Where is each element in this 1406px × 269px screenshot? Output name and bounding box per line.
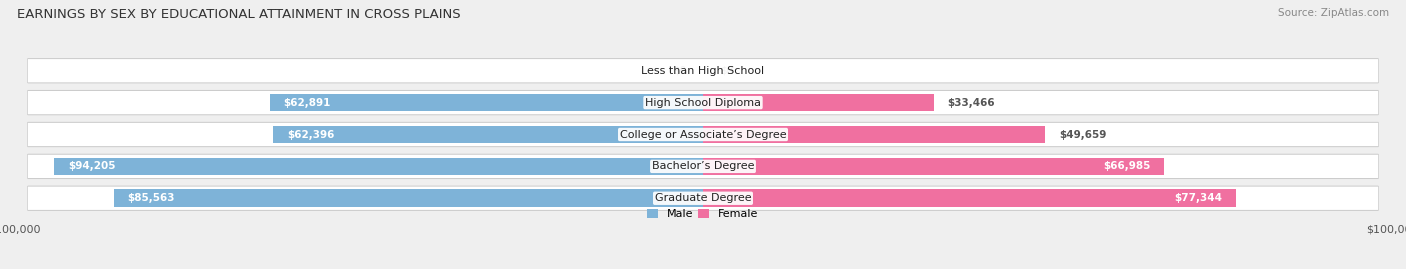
FancyBboxPatch shape xyxy=(28,59,1378,82)
Text: $85,563: $85,563 xyxy=(128,193,174,203)
FancyBboxPatch shape xyxy=(28,154,1378,178)
Text: EARNINGS BY SEX BY EDUCATIONAL ATTAINMENT IN CROSS PLAINS: EARNINGS BY SEX BY EDUCATIONAL ATTAINMEN… xyxy=(17,8,461,21)
FancyBboxPatch shape xyxy=(28,91,1378,114)
Text: $0: $0 xyxy=(720,66,734,76)
Bar xyxy=(114,189,703,207)
Text: $77,344: $77,344 xyxy=(1174,193,1222,203)
Text: Source: ZipAtlas.com: Source: ZipAtlas.com xyxy=(1278,8,1389,18)
FancyBboxPatch shape xyxy=(28,91,1378,115)
Text: $49,659: $49,659 xyxy=(1059,129,1107,140)
Text: $33,466: $33,466 xyxy=(948,98,995,108)
Text: $62,891: $62,891 xyxy=(284,98,330,108)
Bar xyxy=(270,94,703,111)
FancyBboxPatch shape xyxy=(28,123,1378,146)
Text: Graduate Degree: Graduate Degree xyxy=(655,193,751,203)
Bar xyxy=(703,94,934,111)
Text: $62,396: $62,396 xyxy=(287,129,335,140)
FancyBboxPatch shape xyxy=(28,59,1378,83)
Bar xyxy=(703,189,1236,207)
Bar xyxy=(703,126,1045,143)
Bar xyxy=(53,158,703,175)
Text: Less than High School: Less than High School xyxy=(641,66,765,76)
Bar xyxy=(703,158,1164,175)
FancyBboxPatch shape xyxy=(28,155,1378,178)
FancyBboxPatch shape xyxy=(28,187,1378,210)
Text: $66,985: $66,985 xyxy=(1104,161,1150,171)
FancyBboxPatch shape xyxy=(28,186,1378,210)
Bar xyxy=(273,126,703,143)
Text: College or Associate’s Degree: College or Associate’s Degree xyxy=(620,129,786,140)
Text: High School Diploma: High School Diploma xyxy=(645,98,761,108)
FancyBboxPatch shape xyxy=(28,123,1378,146)
Text: $0: $0 xyxy=(672,66,686,76)
Legend: Male, Female: Male, Female xyxy=(643,204,763,224)
Text: $94,205: $94,205 xyxy=(67,161,115,171)
Text: Bachelor’s Degree: Bachelor’s Degree xyxy=(652,161,754,171)
